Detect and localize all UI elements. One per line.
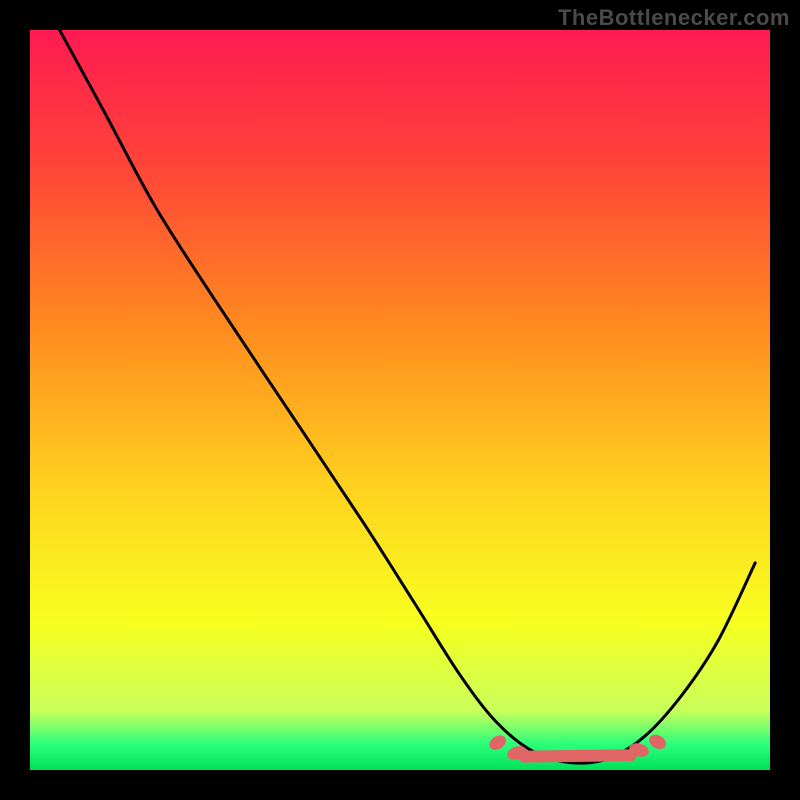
valley-marker-center xyxy=(524,755,631,756)
chart-svg xyxy=(0,0,800,800)
stage: TheBottlenecker.com xyxy=(0,0,800,800)
watermark-text: TheBottlenecker.com xyxy=(558,5,790,31)
gradient-plot-area xyxy=(30,30,770,770)
